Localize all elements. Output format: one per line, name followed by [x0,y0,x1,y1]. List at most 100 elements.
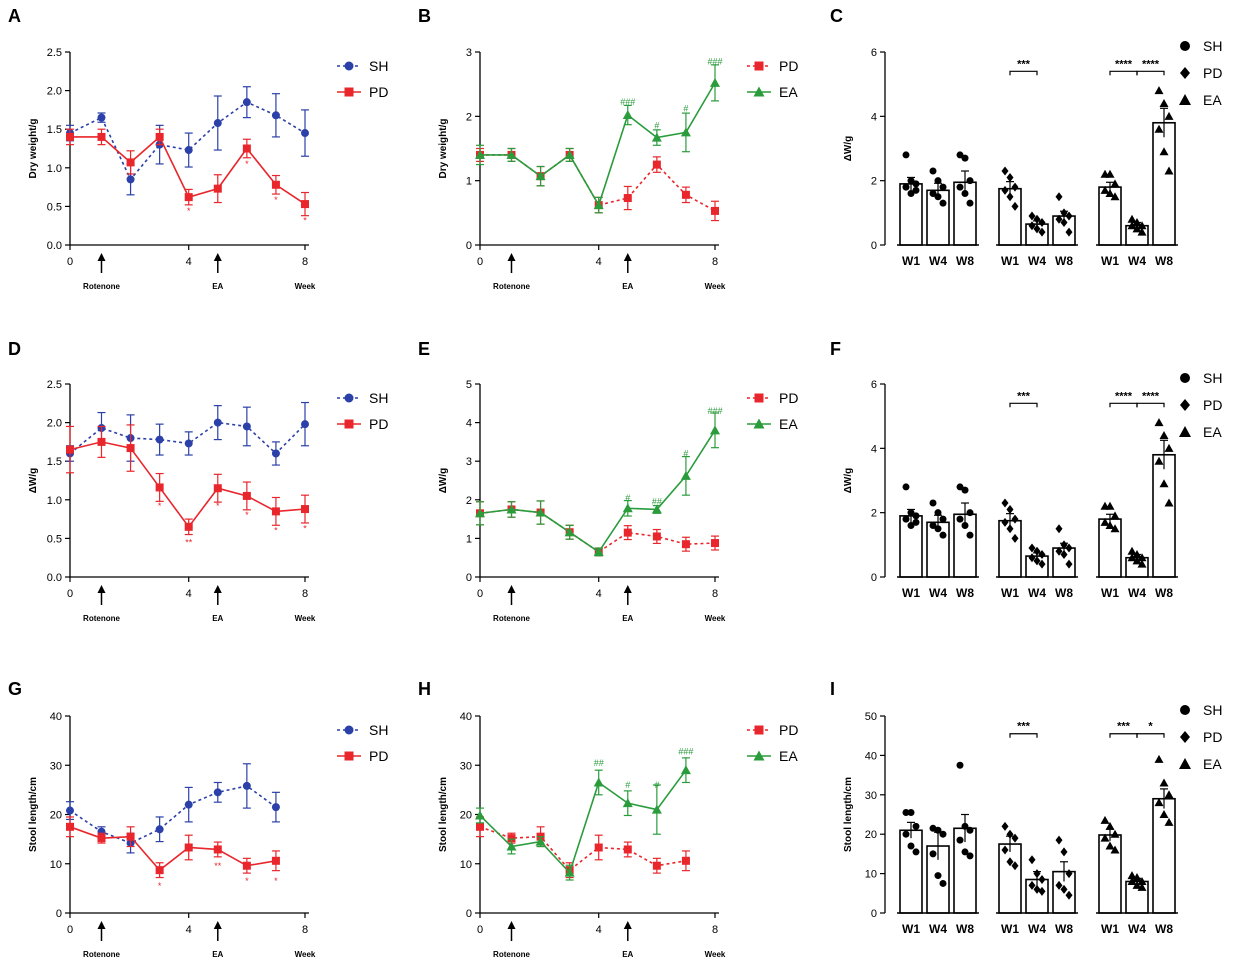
data-point [97,834,106,843]
y-tick-label: 2 [466,495,472,507]
significance-label: **** [1115,58,1133,70]
data-point [126,444,135,453]
y-axis-label: Dry weight/g [438,118,449,178]
data-point [939,531,947,539]
data-point [961,190,969,198]
data-point [1006,172,1014,182]
bar-group-sh [899,761,977,914]
arrow-up-icon [623,253,632,261]
legend-circle-icon [344,61,354,71]
series-pd [66,128,309,217]
data-point [907,842,915,850]
data-point [622,503,633,513]
series-line [479,429,716,554]
data-point [271,856,280,865]
x-tick-label: 4 [596,924,602,936]
x-tick-label: 8 [302,256,308,268]
y-tick-label: 0 [466,572,472,584]
data-point [1105,501,1115,510]
legend-label: EA [779,84,798,100]
data-point [1110,511,1120,520]
data-point [213,788,222,797]
y-tick-label: 30 [50,760,62,772]
legend-triangle-icon [753,750,765,761]
panel-letter: I [830,679,835,699]
significance-mark: * [274,876,278,886]
significance-bracket [1009,70,1038,76]
y-axis-label: ΔW/g [438,468,449,494]
data-point [652,160,661,169]
timeline-marker-label: Week [295,950,316,959]
y-tick-label: 40 [865,750,877,762]
legend-label: PD [369,416,388,432]
timeline-marker-label: EA [212,950,223,959]
data-point [564,149,575,159]
data-point [535,171,546,181]
data-point [1011,861,1019,871]
significance-mark: # [654,120,659,130]
x-category-label: W8 [1055,586,1073,600]
arrow-up-icon [623,921,632,929]
x-category-label: W1 [1101,254,1119,268]
timeline-marker-label: Week [705,950,726,959]
significance-bracket [1136,70,1165,76]
data-point [961,154,969,162]
data-point [902,809,910,817]
data-point [1164,443,1174,452]
legend-circle-icon [1180,41,1190,51]
data-point [593,777,604,787]
data-point [681,856,690,865]
data-point [184,193,193,202]
data-point [1028,880,1036,890]
legend-diamond-icon [1180,731,1190,743]
data-point [966,852,974,860]
data-point [1006,829,1014,839]
panel-letter: B [418,6,431,26]
panel-d: D 0.0 0.5 1.0 1.5 2.0 2.5 ΔW/g 0 4 8 Rotenone EA Week… [8,339,388,623]
x-category-label: W1 [902,254,920,268]
x-tick-label: 0 [67,924,73,936]
data-point [907,177,915,185]
legend-label: PD [369,748,388,764]
timeline-marker-label: Rotenone [83,614,120,623]
x-tick-label: 4 [186,924,192,936]
data-point [1060,549,1068,559]
legend-label: SH [369,58,388,74]
bar [998,843,1022,914]
x-category-label: W4 [1128,254,1146,268]
data-point [651,132,662,142]
legend-square-icon [754,725,764,735]
significance-label: * [1148,721,1153,733]
data-point [97,437,106,446]
series-line [69,826,277,872]
y-tick-label: 0.5 [47,201,62,213]
data-point [213,418,222,427]
significance-label: *** [1017,721,1031,733]
data-point [66,132,74,141]
data-point [710,425,720,435]
x-tick-label: 8 [712,256,718,268]
data-point [912,822,920,830]
significance-mark: * [274,526,278,536]
legend-square-icon [344,419,354,429]
bar [1152,453,1176,578]
data-point [1055,546,1063,556]
data-point [1132,873,1142,882]
bar-group-ea [1098,418,1176,578]
data-point [1065,227,1073,237]
data-point [1164,790,1174,799]
x-category-label: W8 [956,922,974,936]
data-point [1100,833,1110,842]
data-point [956,183,964,191]
significance-mark: ### [707,406,722,416]
data-point [184,843,193,852]
arrow-up-icon [507,921,516,929]
data-point [1127,214,1137,223]
x-tick-label: 8 [302,588,308,600]
data-point [564,527,575,537]
data-point [1028,211,1036,221]
y-tick-label: 5 [466,379,472,391]
data-point [652,861,661,870]
